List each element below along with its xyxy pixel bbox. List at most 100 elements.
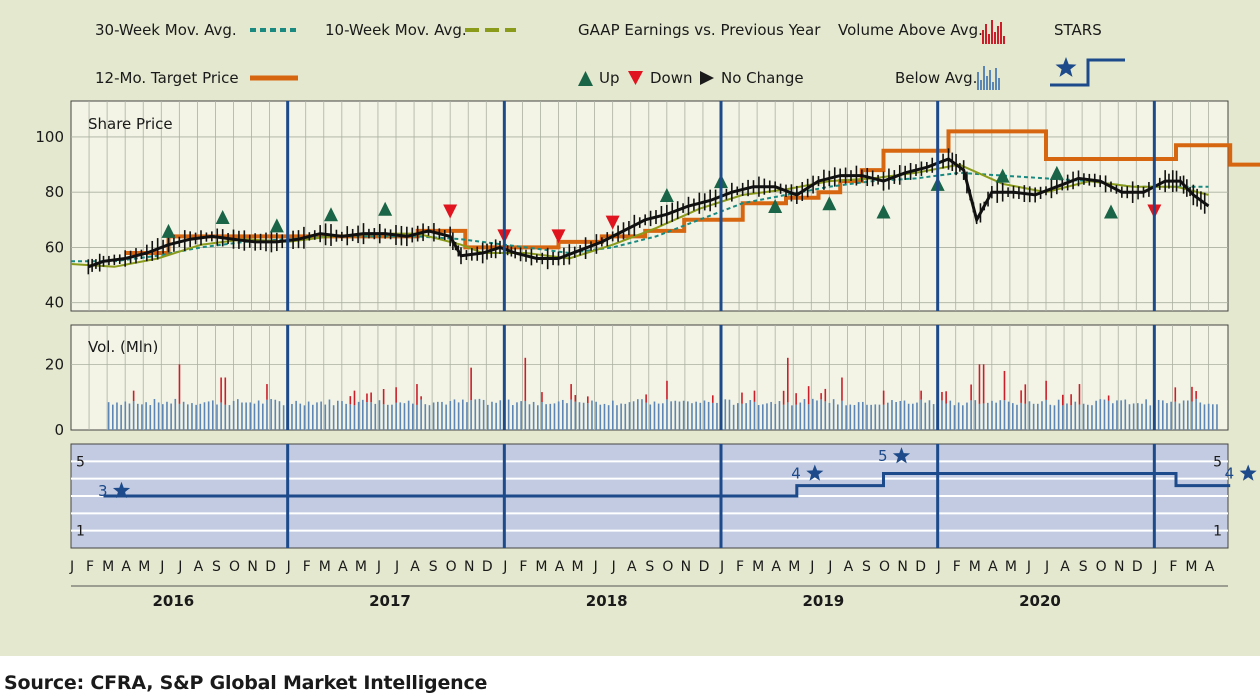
x-month-label: J [177,559,182,575]
volume-bar-below [670,401,672,430]
volume-bar-below [1141,403,1143,430]
volume-bar-below [107,402,110,430]
volume-bar-below [553,403,556,430]
volume-bar-below [849,404,852,430]
volume-bar-below [349,404,352,430]
volume-bar-below [912,403,914,430]
x-month-label: M [138,559,150,575]
x-month-label: M [969,559,981,575]
legend-vol-above-bar [988,34,990,44]
legend-vol-above-bar [985,24,987,44]
volume-bar-below [753,401,756,430]
volume-bar-below [149,405,152,430]
x-year-label: 2020 [1019,592,1061,610]
volume-bar-below [112,404,114,430]
volume-bar-below [162,404,164,430]
volume-bar-below [266,399,268,430]
eps-up-marker [324,207,338,222]
volume-bar-below [545,404,547,430]
volume-bar-below [278,401,281,430]
stars-rating-line [103,472,1231,498]
volume-bar-above [1191,386,1193,402]
volume-bar-below [995,402,997,430]
volume-bar-below [291,403,293,430]
volume-bar-below [353,405,356,430]
volume-bar-below [549,403,552,430]
price-y-tick: 60 [45,238,64,256]
volume-bar-above [574,395,577,402]
volume-bar-below [557,401,560,430]
x-month-label: J [69,559,74,575]
volume-bar-below [407,400,410,430]
volume-bar-above [395,387,397,403]
eps-up-marker [378,201,393,216]
volume-bar-below [466,402,468,430]
volume-bar-below [182,401,185,430]
volume-bar-below [1149,405,1152,430]
x-month-label: N [1114,559,1124,575]
volume-bar-below [366,402,368,430]
volume-bar-below [324,404,327,430]
volume-bar-above [366,393,368,403]
volume-bar-below [512,405,514,430]
legend: 30-Week Mov. Avg. 10-Week Mov. Avg. GAAP… [95,20,1125,90]
x-month-label: N [464,559,474,575]
volume-bar-below [616,405,618,430]
volume-bar-below [866,404,868,430]
volume-bar-below [782,404,785,430]
volume-bar-above [753,390,756,402]
legend-gaap-label: GAAP Earnings vs. Previous Year [578,21,821,39]
legend-vol-above-bar [994,32,996,44]
x-month-label: S [645,559,654,575]
volume-bar-above [370,392,372,403]
volume-bar-above [570,384,572,400]
volume-bar-below [282,405,285,430]
volume-bar-above [1003,370,1006,401]
legend-stars-line [1050,58,1125,87]
volume-bar-above [824,388,827,402]
volume-bar-below [374,403,377,430]
x-month-label: F [303,559,311,575]
volume-bar-below [166,401,168,430]
x-month-label: A [338,559,348,575]
price-y-tick: 100 [35,128,64,146]
volume-bar-below [370,402,372,430]
volume-bar-below [1195,398,1197,430]
volume-bar-above [787,357,789,403]
volume-bar-below [674,400,677,430]
legend-vol-below-bar [977,72,979,90]
volume-bar-above [266,384,268,400]
x-month-label: D [265,559,276,575]
volume-bar-above [1078,384,1081,405]
volume-bar-below [928,400,931,430]
volume-bar-below [1116,400,1118,430]
x-month-label: O [229,559,240,575]
x-month-label: J [936,559,941,575]
volume-bar-below [978,403,981,430]
volume-bar-below [1212,404,1214,430]
volume-bar-below [837,404,839,430]
year-dividers [286,101,1156,548]
stars-y-tick-right: 5 [1213,454,1222,470]
volume-bar-above [807,386,810,405]
volume-bar-above [982,364,985,404]
legend-stars-swatch [1050,57,1125,87]
volume-bar-below [1203,404,1206,430]
volume-bar-below [437,401,439,430]
x-month-label: J [719,559,724,575]
volume-bar-below [1166,403,1168,430]
volume-bar-below [987,402,989,430]
legend-vol-above-bar [982,30,984,44]
x-year-label: 2016 [152,592,194,610]
x-month-label: S [862,559,871,575]
x-month-label: F [86,559,94,575]
eps-up-marker [995,168,1010,183]
volume-bar-below [799,402,802,430]
volume-bar-below [757,405,760,430]
volume-bar-below [1099,399,1102,430]
volume-bar-below [457,402,460,430]
volume-bar-below [274,399,277,430]
volume-bar-below [737,403,739,430]
volume-bar-below [578,402,581,430]
eps-up-marker [1049,165,1064,180]
